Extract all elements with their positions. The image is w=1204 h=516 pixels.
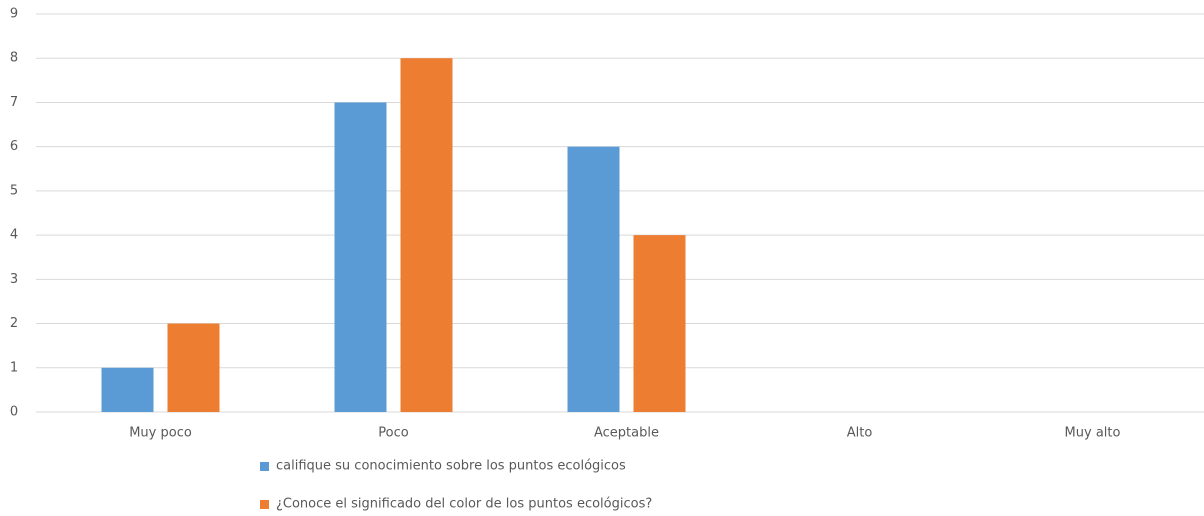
y-tick-label: 8 — [10, 51, 18, 66]
y-tick-label: 2 — [10, 316, 18, 331]
bar — [101, 367, 154, 412]
bar — [567, 146, 620, 412]
y-tick-label: 5 — [10, 183, 18, 198]
legend-swatch — [260, 500, 269, 509]
bar — [334, 102, 387, 412]
y-tick-label: 6 — [10, 139, 18, 154]
legend-swatch — [260, 462, 269, 471]
legend-label: califique su conocimiento sobre los punt… — [276, 459, 626, 474]
x-tick-label: Poco — [378, 426, 408, 441]
bar — [400, 58, 453, 412]
x-tick-label: Aceptable — [594, 426, 659, 441]
x-tick-label: Alto — [847, 426, 873, 441]
x-tick-label: Muy alto — [1065, 426, 1121, 441]
legend-label: ¿Conoce el significado del color de los … — [276, 497, 652, 512]
x-tick-label: Muy poco — [129, 426, 192, 441]
bar — [633, 235, 686, 412]
y-tick-label: 3 — [10, 272, 18, 287]
y-tick-label: 1 — [10, 360, 18, 375]
y-tick-label: 4 — [10, 228, 18, 243]
y-tick-label: 9 — [10, 7, 18, 22]
bar — [167, 323, 220, 412]
y-tick-label: 0 — [10, 405, 18, 420]
y-tick-label: 7 — [10, 95, 18, 110]
